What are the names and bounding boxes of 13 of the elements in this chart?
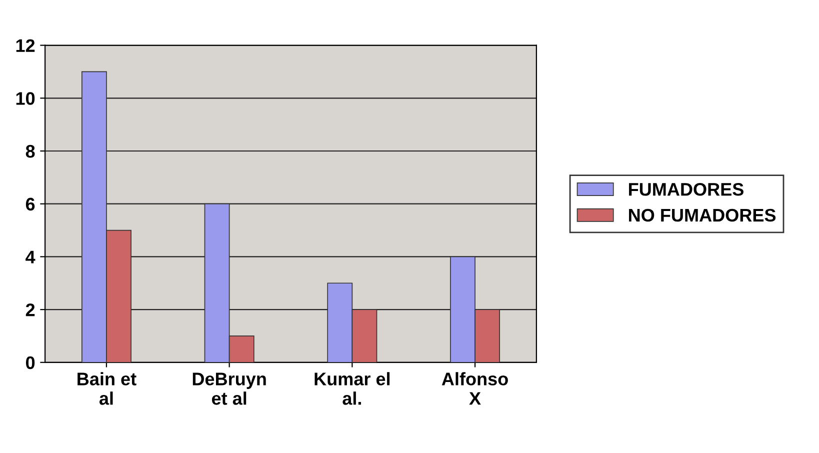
y-tick-label: 4 <box>26 250 36 264</box>
y-tick-label: 10 <box>16 92 35 105</box>
x-tick-label: Kumar el al. <box>314 372 390 405</box>
legend-label: NO FUMADORES <box>629 208 776 222</box>
x-tick-label: Alfonso X <box>442 372 508 405</box>
y-tick-label: 2 <box>26 303 35 316</box>
y-tick-label: 0 <box>26 356 35 370</box>
y-tick-label: 6 <box>26 198 35 211</box>
x-tick-label: Bain et al <box>78 372 136 405</box>
x-tick-label: DeBruyn et al <box>192 372 266 405</box>
legend-label: FUMADORES <box>629 182 744 196</box>
y-tick-label: 12 <box>16 39 35 52</box>
y-tick-label: 8 <box>26 144 35 158</box>
